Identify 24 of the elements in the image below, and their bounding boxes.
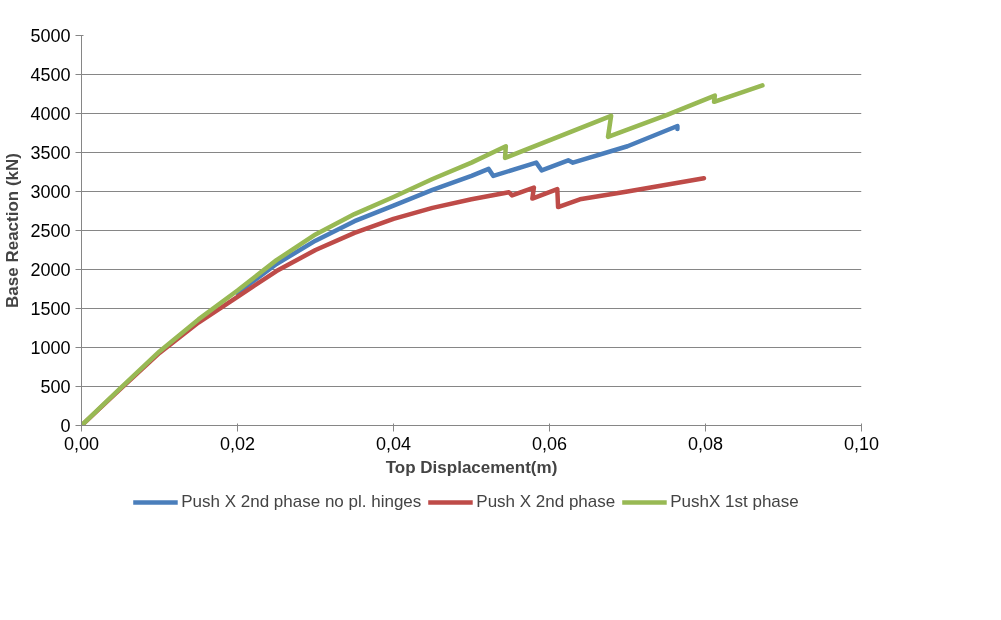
x-tick-label: 0,06 <box>531 433 568 454</box>
x-axis-title: Top Displacement(m) <box>385 457 558 477</box>
y-tick-label: 4500 <box>30 65 71 85</box>
y-tick-label: 2000 <box>30 260 71 280</box>
legend-label: PushX 1st phase <box>670 491 799 512</box>
x-tick-label: 0,10 <box>843 433 880 454</box>
x-tick-label: 0,08 <box>687 433 724 454</box>
y-tick-label: 2500 <box>30 221 71 241</box>
x-tick-label: 0,02 <box>219 433 256 454</box>
y-tick-label: 3500 <box>30 143 71 163</box>
legend-label: Push X 2nd phase no pl. hinges <box>181 491 422 512</box>
x-tick-label: 0,04 <box>375 433 412 454</box>
y-tick-label: 500 <box>40 377 71 397</box>
y-tick-label: 5000 <box>30 26 71 46</box>
y-axis-title: Base Reaction (kN) <box>3 153 23 308</box>
line-series <box>235 123 680 296</box>
line-series <box>81 83 765 426</box>
y-tick-label: 1000 <box>30 338 71 358</box>
y-tick-label: 0 <box>60 416 71 436</box>
x-tick-label: 0,00 <box>63 433 100 454</box>
y-tick-label: 1500 <box>30 299 71 319</box>
legend-label: Push X 2nd phase <box>476 491 616 512</box>
y-tick-label: 3000 <box>30 182 71 202</box>
y-tick-label: 4000 <box>30 104 71 124</box>
